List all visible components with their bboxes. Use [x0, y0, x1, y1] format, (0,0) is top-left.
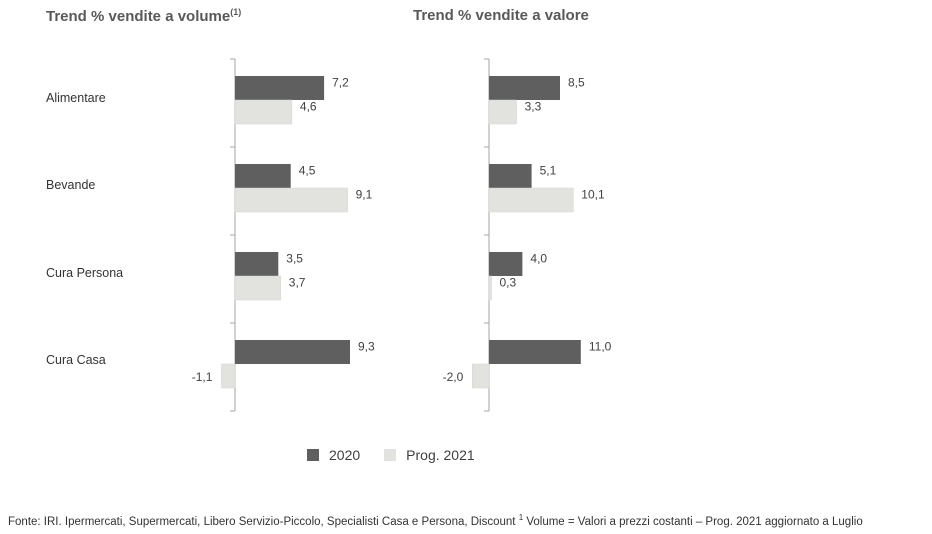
- data-label-valore-2020-alimentare: 8,5: [568, 76, 585, 90]
- legend-item-2021: Prog. 2021: [384, 447, 475, 463]
- data-label-valore-2020-bevande: 5,1: [540, 164, 557, 178]
- category-label-cura-persona: Cura Persona: [46, 266, 124, 280]
- source-footnote: Fonte: IRI. Ipermercati, Supermercati, L…: [8, 513, 863, 528]
- data-label-volume-2021-alimentare: 4,6: [300, 100, 317, 114]
- bar-volume-2020-cura-casa: [235, 340, 350, 364]
- data-label-volume-2020-alimentare: 7,2: [332, 76, 349, 90]
- bar-valore-2020-alimentare: [489, 76, 560, 100]
- data-label-valore-2020-cura-casa: 11,0: [589, 340, 612, 354]
- data-label-valore-2021-cura-casa: -2,0: [443, 370, 464, 384]
- data-label-valore-2021-bevande: 10,1: [581, 188, 605, 202]
- bar-valore-2020-cura-casa: [489, 340, 581, 364]
- bar-volume-2021-cura-persona: [234, 275, 282, 301]
- bar-volume-2020-alimentare: [235, 76, 325, 100]
- bar-volume-2020-cura-persona: [235, 252, 279, 276]
- bar-valore-2020-cura-persona: [489, 252, 523, 276]
- chart-title-volume: Trend % vendite a volume(1): [46, 7, 242, 25]
- category-label-bevande: Bevande: [46, 178, 96, 192]
- data-label-volume-2020-cura-persona: 3,5: [286, 252, 303, 266]
- data-label-volume-2021-cura-persona: 3,7: [289, 276, 306, 290]
- legend-label-2020: 2020: [329, 447, 361, 463]
- bar-volume-2020-bevande: [235, 164, 291, 188]
- legend: 2020 Prog. 2021: [307, 447, 499, 463]
- legend-swatch-2021: [384, 449, 397, 461]
- bar-valore-2021-cura-casa: [472, 363, 490, 389]
- legend-swatch-2020: [307, 449, 319, 461]
- bar-valore-2020-bevande: [489, 164, 532, 188]
- data-label-valore-2020-cura-persona: 4,0: [530, 252, 547, 266]
- data-label-valore-2021-alimentare: 3,3: [525, 100, 542, 114]
- bar-charts: 7,2 4,5 3,5 9,3 4,6 9,1 3,7 -1,1 8,5 5,1 4,0 11,0 3,…: [192, 58, 612, 412]
- data-label-volume-2021-bevande: 9,1: [356, 188, 373, 202]
- bar-valore-2021-alimentare: [488, 99, 517, 125]
- bar-valore-2021-cura-persona: [488, 275, 492, 301]
- category-label-cura-casa: Cura Casa: [46, 353, 106, 367]
- data-label-volume-2021-cura-casa: -1,1: [192, 370, 213, 384]
- legend-item-2020: 2020: [307, 447, 360, 463]
- bar-volume-2021-cura-casa: [221, 363, 236, 389]
- bar-volume-2021-alimentare: [234, 99, 293, 125]
- data-label-volume-2020-cura-casa: 9,3: [358, 340, 375, 354]
- bar-valore-2021-bevande: [488, 187, 574, 213]
- data-label-valore-2021-cura-persona: 0,3: [500, 276, 517, 290]
- category-label-alimentare: Alimentare: [46, 91, 106, 105]
- chart-title-valore: Trend % vendite a valore: [413, 7, 589, 24]
- legend-label-2021: Prog. 2021: [406, 447, 475, 463]
- bar-volume-2021-bevande: [234, 187, 348, 213]
- data-label-volume-2020-bevande: 4,5: [299, 164, 316, 178]
